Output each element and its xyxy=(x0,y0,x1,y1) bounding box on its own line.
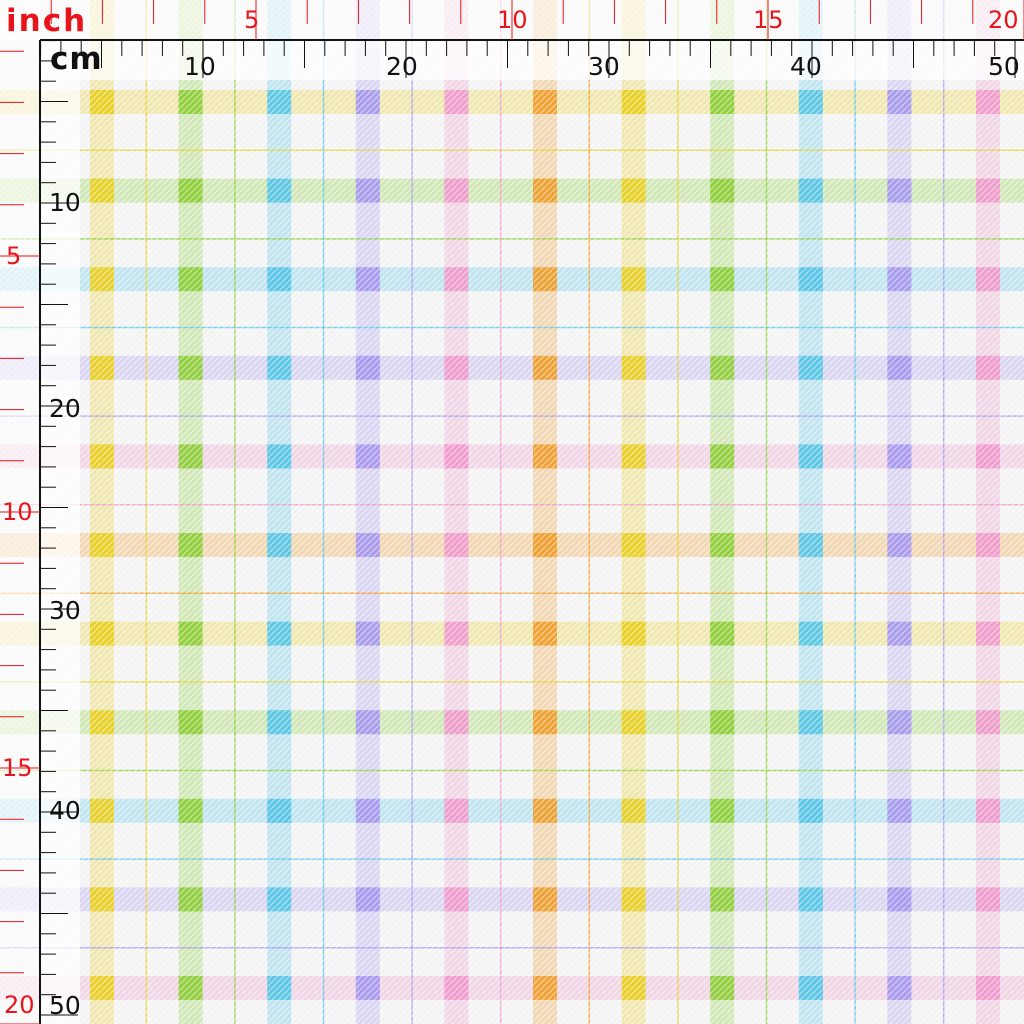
inch-left-label-15: 15 xyxy=(2,754,33,782)
cm-left-label-50: 50 xyxy=(49,991,81,1020)
inch-left-label-5: 5 xyxy=(6,242,22,270)
cm-left-label-20: 20 xyxy=(49,394,81,423)
cm-top-label-20: 20 xyxy=(386,52,418,81)
cm-ruler-side xyxy=(40,40,80,1024)
cm-left-label-30: 30 xyxy=(49,596,81,625)
cm-left-label-10: 10 xyxy=(49,188,81,217)
cm-unit-label: cm xyxy=(50,41,103,77)
inch-top-label-15: 15 xyxy=(753,6,784,34)
inch-left-label-20: 20 xyxy=(4,991,35,1019)
cm-left-label-40: 40 xyxy=(49,796,81,825)
inch-top-label-20: 20 xyxy=(988,6,1019,34)
cm-top-label-10: 10 xyxy=(184,52,216,81)
inch-unit-label: inch xyxy=(6,3,88,39)
inch-top-label-5: 5 xyxy=(244,6,260,34)
cm-top-label-40: 40 xyxy=(790,52,822,81)
cm-top-label-30: 30 xyxy=(588,52,620,81)
inch-top-label-10: 10 xyxy=(497,6,528,34)
cm-ruler-bar xyxy=(40,40,1024,80)
cm-top-label-50: 50 xyxy=(988,52,1020,81)
inch-left-label-10: 10 xyxy=(2,498,33,526)
